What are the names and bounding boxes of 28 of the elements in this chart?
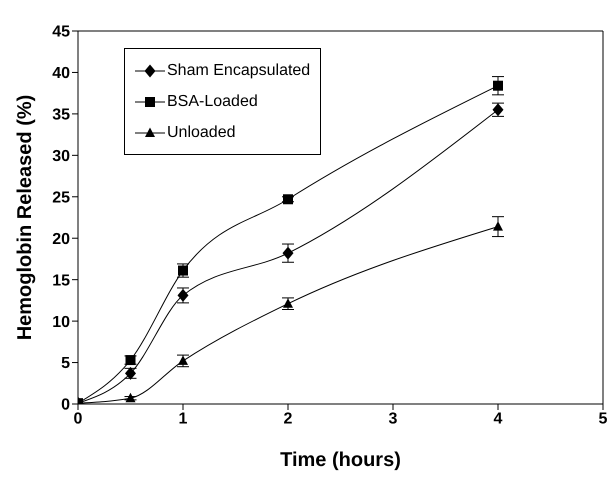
y-tick-label: 30	[52, 148, 70, 166]
point	[126, 392, 136, 402]
point	[493, 221, 503, 231]
x-tick-label: 3	[388, 410, 398, 428]
x-tick-label: 5	[598, 410, 608, 428]
y-tick-label: 40	[52, 65, 70, 82]
y-tick-label: 10	[52, 314, 70, 331]
y-tick-label: 5	[61, 355, 70, 372]
y-tick-label: 35	[52, 106, 70, 124]
y-axis-title: Hemoglobin Released (%)	[14, 94, 36, 340]
point	[282, 246, 294, 260]
y-tick-label: 20	[52, 230, 70, 248]
point	[283, 298, 293, 308]
y-tick-label: 25	[52, 189, 70, 206]
point	[178, 355, 188, 365]
legend-label: Sham Encapsulated	[167, 62, 310, 80]
legend-label: BSA-Loaded	[167, 92, 258, 110]
x-tick-label: 0	[74, 410, 83, 428]
y-tick-label: 45	[52, 24, 70, 41]
legend-label: Unloaded	[167, 124, 236, 142]
x-axis-title: Time (hours)	[280, 449, 401, 471]
x-tick-label: 4	[494, 410, 503, 428]
y-tick-label: 15	[52, 272, 70, 290]
y-tick-label: 0	[61, 396, 70, 414]
point	[178, 266, 188, 276]
x-tick-label: 1	[178, 410, 188, 428]
x-tick-label: 2	[284, 410, 293, 428]
point	[493, 80, 503, 91]
